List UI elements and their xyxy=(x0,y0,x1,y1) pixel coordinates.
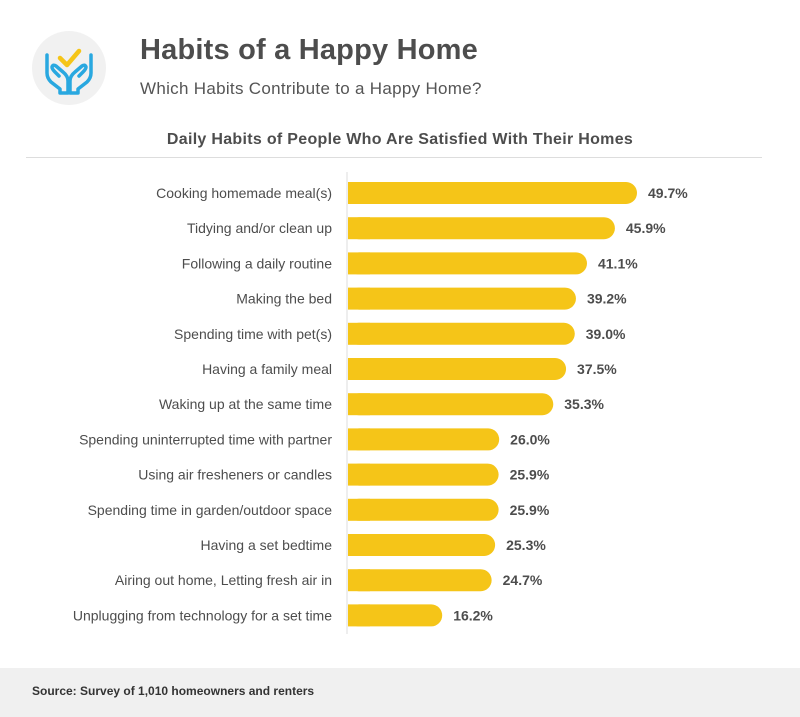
bar-base xyxy=(348,322,370,345)
category-label: Spending time with pet(s) xyxy=(174,326,332,342)
category-label: Waking up at the same time xyxy=(159,396,332,412)
bar-base xyxy=(348,498,370,521)
check-icon xyxy=(57,48,82,68)
bar-base xyxy=(348,287,370,310)
bar-row: Having a family meal 37.5% xyxy=(202,358,617,380)
chart-title: Daily Habits of People Who Are Satisfied… xyxy=(166,131,634,148)
bar-base xyxy=(348,604,370,627)
bar-row: Waking up at the same time 35.3% xyxy=(159,393,605,416)
bar-row: Unplugging from technology for a set tim… xyxy=(73,604,493,627)
bar-row: Making the bed 39.2% xyxy=(236,287,627,310)
bar-base xyxy=(348,463,370,486)
bar-row: Airing out home, Letting fresh air in 24.… xyxy=(115,569,543,592)
bars-layer: Cooking homemade meal(s) 49.7% Tidying and… xyxy=(73,182,688,627)
value-label: 16.2% xyxy=(453,607,493,623)
value-label: 25.9% xyxy=(510,502,550,518)
bar xyxy=(348,498,499,521)
bar-row: Cooking homemade meal(s) 49.7% xyxy=(156,182,688,204)
bar-row: Spending time with pet(s) 39.0% xyxy=(174,322,626,345)
page-subtitle: Which Habits Contribute to a Happy Home? xyxy=(140,79,482,98)
bar-row: Using air fresheners or candles 25.9% xyxy=(138,463,550,486)
bar xyxy=(348,393,554,416)
bar xyxy=(348,182,637,204)
page-title: Habits of a Happy Home xyxy=(140,34,478,66)
value-label: 24.7% xyxy=(503,572,543,588)
category-label: Having a set bedtime xyxy=(200,537,332,553)
value-label: 49.7% xyxy=(648,185,688,201)
bar-base xyxy=(348,358,370,380)
bar-base xyxy=(348,534,370,556)
value-label: 37.5% xyxy=(577,361,617,377)
bar xyxy=(348,569,492,592)
value-label: 45.9% xyxy=(626,220,666,236)
value-label: 39.0% xyxy=(586,326,626,342)
title-divider xyxy=(26,157,762,158)
bar-base xyxy=(348,252,370,275)
category-label: Having a family meal xyxy=(202,361,332,377)
category-label: Spending uninterrupted time with partner xyxy=(79,431,332,447)
category-label: Airing out home, Letting fresh air in xyxy=(115,572,332,588)
bar-base xyxy=(348,393,370,416)
value-label: 39.2% xyxy=(587,291,627,307)
value-label: 35.3% xyxy=(564,396,604,412)
bar xyxy=(348,534,496,556)
bar xyxy=(348,217,615,240)
bar-row: Having a set bedtime 25.3% xyxy=(200,534,546,556)
category-label: Following a daily routine xyxy=(182,255,332,271)
bar-row: Following a daily routine 41.1% xyxy=(182,252,638,275)
bar-base xyxy=(348,428,370,451)
value-label: 25.9% xyxy=(510,467,550,483)
category-label: Using air fresheners or candles xyxy=(138,467,332,483)
bar-base xyxy=(348,569,370,592)
bar xyxy=(348,428,500,451)
category-label: Spending time in garden/outdoor space xyxy=(88,502,333,518)
footer: Source: Survey of 1,010 homeowners and r… xyxy=(0,668,800,717)
bar xyxy=(348,322,575,345)
bar-base xyxy=(348,182,370,204)
bar xyxy=(348,604,443,627)
category-label: Cooking homemade meal(s) xyxy=(156,185,332,201)
bar-row: Spending uninterrupted time with partner… xyxy=(79,428,550,451)
bar-base xyxy=(348,217,370,240)
bar xyxy=(348,252,587,275)
source-note: Source: Survey of 1,010 homeowners and r… xyxy=(32,684,315,698)
bar xyxy=(348,463,499,486)
logo xyxy=(32,31,106,105)
bar-chart: Cooking homemade meal(s) 49.7% Tidying and… xyxy=(73,172,688,634)
hands-check-icon xyxy=(45,48,93,95)
value-label: 25.3% xyxy=(506,537,546,553)
bar xyxy=(348,358,567,380)
bar xyxy=(348,287,576,310)
category-label: Unplugging from technology for a set tim… xyxy=(73,607,332,623)
bar-row: Tidying and/or clean up 45.9% xyxy=(187,217,666,240)
value-label: 26.0% xyxy=(510,431,550,447)
value-label: 41.1% xyxy=(598,255,638,271)
bar-row: Spending time in garden/outdoor space 25.… xyxy=(88,498,550,521)
category-label: Making the bed xyxy=(236,291,332,307)
category-label: Tidying and/or clean up xyxy=(187,220,332,236)
